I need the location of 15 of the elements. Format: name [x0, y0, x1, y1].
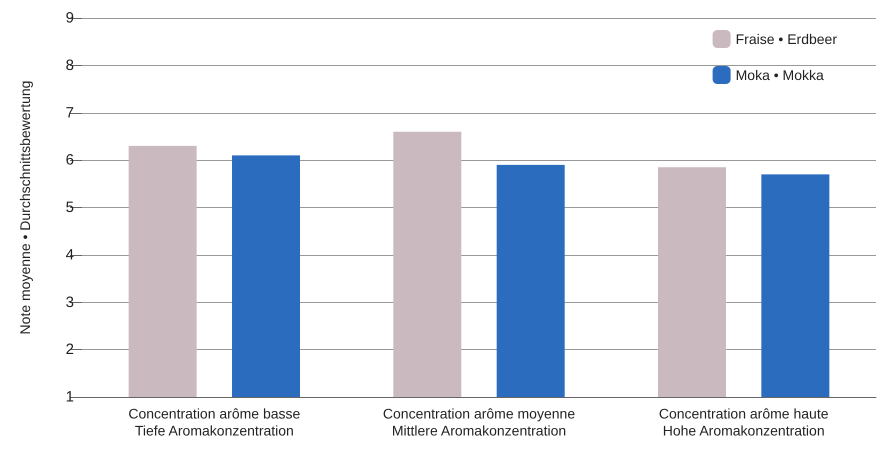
y-tick-label: 6 — [66, 152, 74, 169]
y-tick-label: 7 — [66, 104, 74, 122]
legend-label: Moka • Mokka — [736, 67, 824, 83]
legend-label: Fraise • Erdbeer — [736, 31, 838, 47]
x-tick-label: Concentration arôme haute Hohe Aromakonzentration — [658, 406, 829, 438]
y-tick-label: 4 — [66, 246, 74, 264]
y-tick-label: 1 — [66, 388, 74, 406]
x-tick-label: Concentration arôme moyenne Mittlere Aromakonzentration — [382, 406, 576, 438]
y-tick-label: 2 — [66, 341, 74, 358]
y-tick-label: 3 — [66, 294, 74, 311]
y-tick-label: 8 — [66, 56, 74, 74]
y-tick-label: 9 — [66, 10, 74, 26]
y-axis-title: Note moyenne • Durchschnittsbewertung — [17, 80, 33, 334]
y-tick-label: 5 — [66, 199, 74, 216]
x-tick-label: Concentration arôme basse Tiefe Aromakonzentration — [128, 406, 301, 438]
